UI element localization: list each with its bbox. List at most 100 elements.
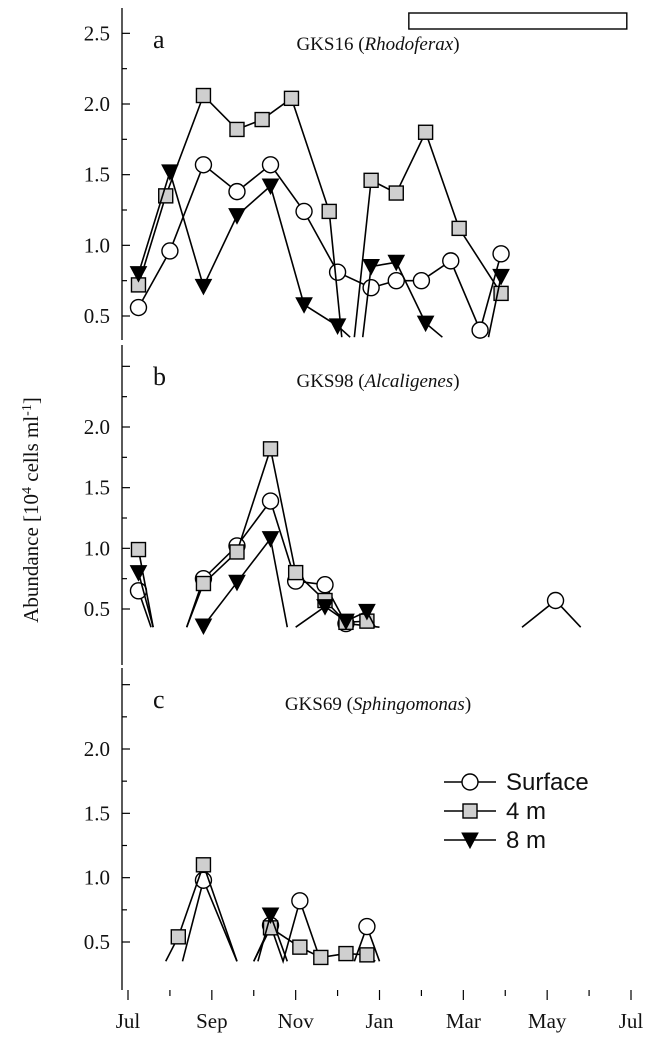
legend-marker: [462, 803, 478, 819]
panel-title-genus: Sphingomonas: [353, 694, 465, 715]
y-tick-label: 0.5: [84, 304, 110, 328]
data-point: [129, 565, 148, 582]
panel-a: 0.5 1.0 1.5 2.0 2.5 a GKS16 (Rhodoferax): [84, 8, 628, 340]
x-tick-label: Jul: [619, 1009, 644, 1033]
data-point: [359, 947, 375, 963]
legend-marker: [461, 832, 479, 850]
y-axis-label: Abundance [104 cells ml-1]: [19, 397, 43, 623]
data-point: [412, 271, 431, 290]
x-tick-label: Mar: [446, 1009, 481, 1033]
data-point: [228, 574, 246, 592]
y-tick-label: 1.0: [84, 233, 110, 257]
data-point: [262, 441, 279, 457]
data-point: [194, 156, 213, 174]
data-point: [295, 297, 313, 314]
panel-title: GKS98 (Alcaligenes): [296, 371, 459, 392]
y-axis-label-part-1: Abundance [10: [19, 494, 43, 623]
y-tick-label: 0.5: [84, 597, 110, 621]
series-line: [487, 276, 502, 338]
y-tick-label: 0.5: [84, 930, 110, 954]
data-point: [358, 917, 376, 936]
data-point: [316, 576, 334, 594]
data-point: [129, 266, 148, 283]
data-point: [261, 156, 280, 174]
legend-entry: 8 m: [444, 827, 546, 854]
panel-c: 0.5 1.0 1.5 2.0 c GKS69 (Sphingomonas): [84, 668, 471, 990]
series-4-m: [165, 857, 376, 966]
data-point: [195, 87, 212, 104]
y-tick-label: 2.0: [84, 737, 110, 761]
data-point: [328, 318, 347, 335]
y-axis-label-sup-2: -1: [20, 404, 35, 416]
data-point: [130, 541, 147, 558]
period-bar: [408, 12, 628, 30]
y-tick-label: 1.0: [84, 866, 110, 890]
data-point: [129, 298, 148, 317]
panel-letter: c: [153, 685, 165, 714]
data-point: [417, 124, 434, 140]
data-point: [261, 492, 280, 510]
y-tick-label: 2.0: [84, 92, 110, 116]
y-tick-label: 1.0: [84, 536, 110, 560]
data-point: [287, 564, 304, 581]
series-8-m: [129, 531, 377, 636]
data-point: [358, 603, 376, 621]
y-tick-label: 2.5: [84, 21, 110, 45]
series-line: [181, 877, 238, 962]
data-point: [313, 949, 329, 966]
data-point: [195, 575, 212, 592]
panel-title-close: ): [453, 34, 459, 55]
series-8-m: [257, 907, 289, 962]
legend-label: 8 m: [506, 827, 546, 854]
series-line: [185, 445, 376, 628]
data-point: [194, 618, 213, 636]
data-point: [291, 892, 309, 910]
data-point: [229, 544, 245, 560]
data-point: [170, 929, 187, 945]
y-tick-label: 1.5: [84, 801, 110, 825]
data-point: [451, 220, 467, 237]
series-line: [353, 130, 502, 338]
data-point: [261, 907, 280, 925]
data-point: [316, 599, 334, 616]
data-point: [228, 182, 246, 201]
data-point: [229, 121, 245, 138]
panel-title: GKS16 (Rhodoferax): [296, 34, 459, 55]
panel-title-strain: GKS69 (: [285, 694, 353, 715]
data-point: [546, 591, 565, 610]
data-point: [321, 203, 337, 220]
x-axis: Jul Sep Nov Jan Mar May Jul: [116, 990, 644, 1033]
y-axis-label-part-3: ]: [19, 397, 43, 404]
legend-entry: Surface: [444, 769, 589, 796]
series-line: [257, 912, 289, 962]
series-line: [137, 572, 154, 628]
panel-title-genus: Rhodoferax: [364, 34, 454, 55]
data-point: [338, 945, 354, 962]
data-point: [195, 857, 212, 873]
data-point: [362, 279, 380, 297]
panel-title-genus: Alcaligenes: [363, 371, 454, 392]
data-point: [363, 172, 379, 189]
y-tick-label: 2.0: [84, 415, 110, 439]
panel-title-close: ): [453, 371, 459, 392]
series-line: [361, 261, 443, 338]
data-point: [261, 531, 280, 548]
data-point: [442, 252, 460, 270]
data-point: [416, 315, 435, 333]
legend-entry: 4 m: [444, 798, 546, 825]
legend-marker: [461, 773, 479, 791]
data-point: [161, 164, 179, 181]
data-point: [295, 202, 313, 221]
series-line: [202, 536, 289, 628]
legend-label: 4 m: [506, 798, 546, 825]
legend-label: Surface: [506, 769, 589, 796]
data-point: [337, 613, 355, 631]
series-4-m: [130, 87, 509, 338]
panel-title-close: ): [465, 694, 471, 715]
y-axis-label-part-2: cells ml: [19, 416, 43, 487]
data-point: [471, 321, 489, 339]
data-point: [161, 242, 179, 260]
x-tick-label: Sep: [196, 1009, 228, 1033]
